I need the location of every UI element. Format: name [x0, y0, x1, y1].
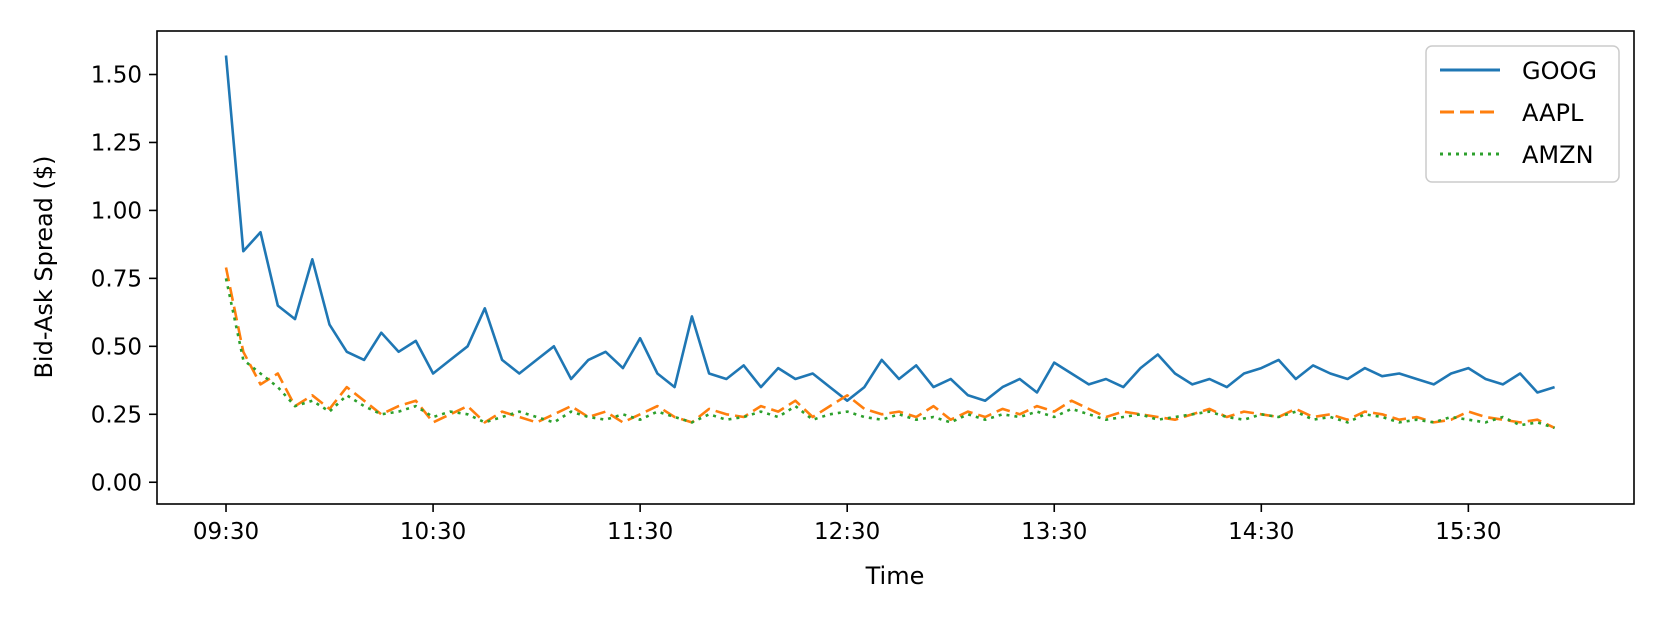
- series-layer: [224, 55, 1556, 430]
- y-tick-label: 1.50: [91, 62, 142, 88]
- y-tick-label: 0.50: [91, 334, 142, 360]
- legend-frame: [1425, 45, 1620, 183]
- x-tick-label: 13:30: [1021, 519, 1087, 545]
- y-axis-label: Bid-Ask Spread ($): [30, 155, 58, 378]
- legend-label-aapl: AAPL: [1522, 99, 1584, 127]
- x-tick-label: 11:30: [607, 519, 673, 545]
- x-tick-label: 14:30: [1228, 519, 1294, 545]
- legend-label-goog: GOOG: [1522, 57, 1597, 85]
- y-tick-label: 0.00: [91, 470, 142, 496]
- plot-area-frame: [156, 30, 1635, 505]
- x-tick-label: 15:30: [1435, 519, 1501, 545]
- y-tick-label: 1.00: [91, 198, 142, 224]
- x-axis-label: Time: [865, 562, 925, 590]
- series-line-goog: [224, 55, 1555, 403]
- legend: GOOG AAPL AMZN: [1425, 45, 1620, 183]
- series-line-aapl: [224, 267, 1556, 430]
- series-line-amzn: [224, 278, 1555, 430]
- y-tick-label: 1.25: [91, 130, 142, 156]
- x-tick-label: 12:30: [814, 519, 880, 545]
- legend-label-amzn: AMZN: [1522, 141, 1594, 169]
- y-axis: 0.00 0.25 0.50 0.75 1.00 1.25 1.50: [91, 62, 157, 496]
- x-axis: 09:30 10:30 11:30 12:30 13:30 14:30 15:30: [193, 504, 1502, 545]
- x-tick-label: 10:30: [400, 519, 466, 545]
- x-tick-label: 09:30: [193, 519, 259, 545]
- y-tick-label: 0.25: [91, 402, 142, 428]
- y-tick-label: 0.75: [91, 266, 142, 292]
